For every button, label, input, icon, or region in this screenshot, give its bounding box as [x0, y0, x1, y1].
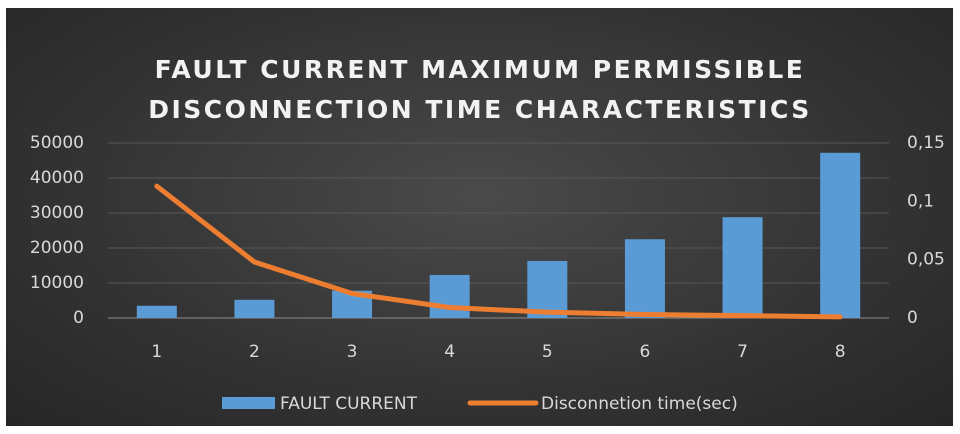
- x-tick-label: 6: [640, 342, 651, 362]
- bar: [820, 152, 861, 318]
- x-tick-label: 5: [542, 342, 553, 362]
- legend-label: FAULT CURRENT: [280, 394, 418, 414]
- y2-tick-label: 0: [907, 308, 918, 328]
- y2-tick-label: 0,05: [907, 250, 945, 270]
- legend-swatch: [222, 397, 275, 409]
- x-tick-label: 1: [151, 342, 162, 362]
- bar: [234, 299, 275, 318]
- legend-label: Disconnetion time(sec): [541, 394, 738, 414]
- bar: [624, 239, 665, 318]
- bar: [722, 217, 763, 318]
- y2-tick-label: 0,15: [907, 133, 945, 153]
- y-tick-label: 40000: [30, 168, 84, 188]
- chart-background: [6, 8, 953, 426]
- y-tick-label: 50000: [30, 133, 84, 153]
- bar: [429, 274, 470, 318]
- chart-title: FAULT CURRENT MAXIMUM PERMISSIBLE DISCON…: [148, 55, 812, 124]
- bar: [136, 305, 177, 318]
- y-tick-label: 30000: [30, 203, 84, 223]
- y2-tick-label: 0,1: [907, 191, 934, 211]
- x-tick-label: 2: [249, 342, 260, 362]
- x-tick-label: 7: [737, 342, 748, 362]
- y-tick-label: 10000: [30, 273, 84, 293]
- x-tick-label: 4: [444, 342, 455, 362]
- bar: [527, 260, 568, 318]
- y-tick-label: 0: [73, 308, 84, 328]
- x-tick-label: 3: [347, 342, 358, 362]
- y-tick-label: 20000: [30, 238, 84, 258]
- x-tick-label: 8: [835, 342, 846, 362]
- line: [154, 183, 843, 320]
